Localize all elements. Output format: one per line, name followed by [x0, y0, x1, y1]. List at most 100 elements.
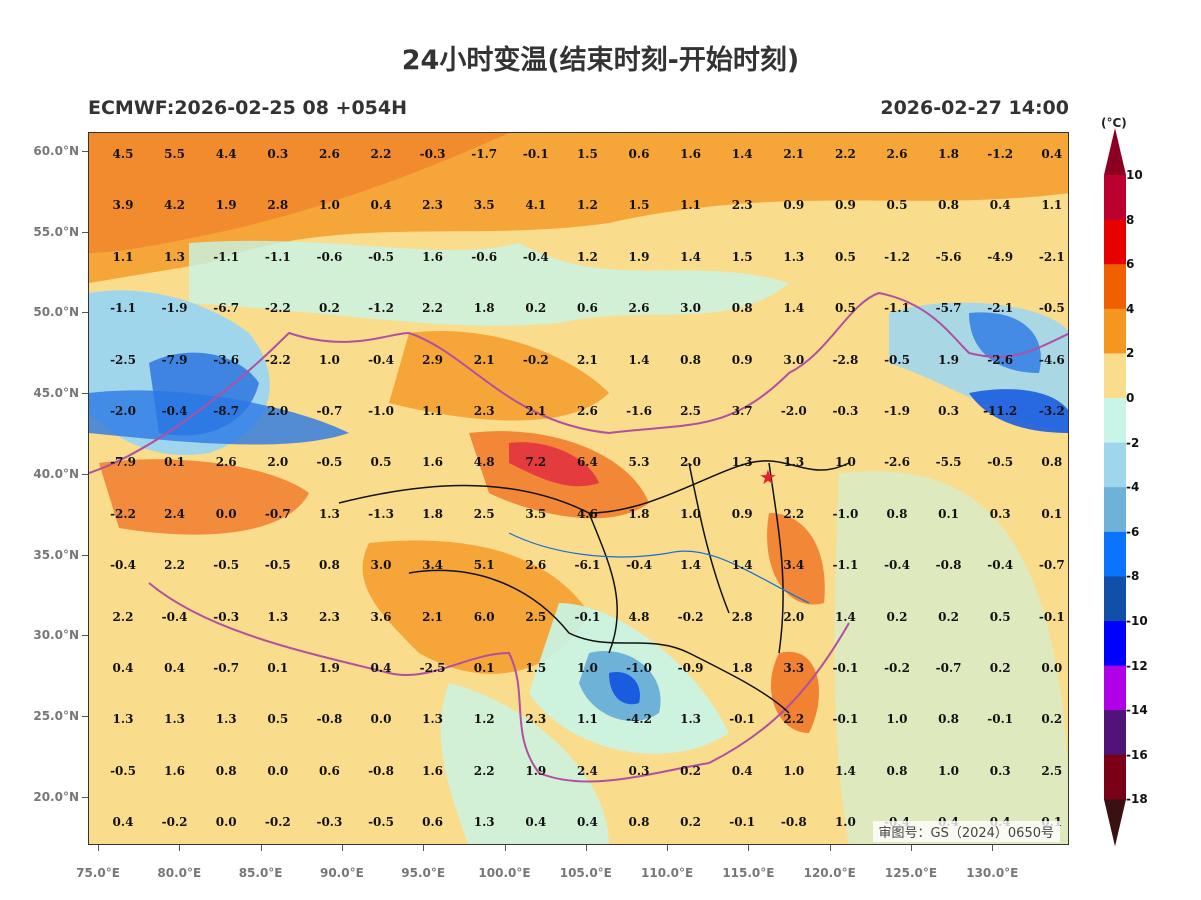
longitude-label: 110.0°E: [641, 866, 694, 880]
grid-value: 2.1: [422, 609, 444, 624]
grid-value: 3.5: [525, 506, 547, 521]
grid-value: -1.2: [368, 301, 394, 316]
grid-value: 1.4: [680, 249, 702, 264]
grid-value: -0.1: [729, 712, 756, 727]
grid-value: 1.3: [422, 712, 444, 727]
colorbar-level-label: 10: [1126, 168, 1143, 182]
grid-value: 2.5: [680, 404, 702, 418]
grid-value: 0.2: [938, 609, 960, 624]
grid-value: 1.9: [628, 249, 650, 264]
longitude-tick: [585, 845, 587, 851]
grid-value: 2.6: [576, 404, 598, 418]
grid-value: 2.1: [783, 147, 805, 161]
grid-value: 0.0: [1041, 661, 1063, 675]
grid-value: 0.3: [628, 763, 650, 778]
colorbar-level-label: -4: [1126, 480, 1140, 495]
grid-value: 2.3: [731, 198, 753, 213]
longitude-tick: [829, 845, 831, 851]
grid-value: -5.7: [935, 301, 962, 316]
grid-value: -2.1: [1038, 249, 1065, 264]
grid-value: 2.2: [783, 712, 805, 727]
colorbar-band: [1104, 308, 1126, 354]
grid-value: -0.6: [471, 249, 498, 264]
grid-value: 1.6: [680, 147, 702, 161]
grid-value: -1.1: [884, 301, 910, 316]
grid-value: 1.5: [628, 198, 650, 213]
grid-value: 4.4: [215, 147, 237, 161]
grid-value: 3.0: [370, 558, 392, 573]
latitude-tick: [82, 473, 88, 475]
grid-value: 0.3: [938, 404, 960, 418]
grid-value: 0.3: [989, 506, 1011, 521]
grid-value: 1.2: [473, 712, 495, 727]
grid-value: 0.0: [370, 712, 392, 727]
grid-value: -0.7: [213, 661, 240, 675]
longitude-label: 105.0°E: [559, 866, 612, 880]
colorbar-level-label: -8: [1126, 569, 1140, 584]
grid-value: 1.1: [576, 712, 598, 727]
grid-value: 0.8: [628, 815, 650, 830]
grid-value: -0.1: [574, 609, 601, 624]
grid-value: 2.3: [473, 404, 495, 418]
grid-value: -0.1: [832, 712, 859, 727]
longitude-label: 115.0°E: [722, 866, 775, 880]
grid-value: -0.5: [110, 763, 136, 778]
grid-value: 0.6: [576, 301, 598, 316]
colorbar-band: [1104, 665, 1126, 711]
grid-value: -1.1: [264, 249, 291, 264]
colorbar-level-label: -2: [1126, 435, 1140, 450]
grid-value: 1.9: [318, 661, 340, 675]
grid-value: -2.5: [419, 661, 446, 675]
grid-value: 1.8: [628, 506, 650, 521]
colorbar-band: [1104, 219, 1126, 265]
latitude-label: 60.0°N: [33, 144, 79, 158]
colorbar-level-label: 0: [1126, 391, 1135, 405]
grid-value: 4.2: [164, 198, 186, 213]
grid-value: -0.5: [368, 249, 394, 264]
grid-value: 1.4: [834, 609, 856, 624]
grid-value: 3.0: [680, 301, 702, 316]
grid-value: -5.5: [935, 455, 962, 470]
grid-value: -0.5: [264, 558, 291, 573]
grid-value: 0.8: [938, 198, 960, 213]
latitude-label: 40.0°N: [33, 466, 79, 481]
grid-value: -0.2: [522, 352, 549, 367]
longitude-label: 125.0°E: [884, 866, 938, 880]
temperature-field: [89, 133, 1068, 844]
grid-value: -0.7: [264, 506, 291, 521]
grid-value: -2.5: [110, 352, 136, 367]
grid-value: 0.4: [112, 661, 134, 675]
grid-value: 2.6: [525, 558, 547, 573]
longitude-tick: [341, 845, 343, 851]
map-approval-number: 审图号：GS（2024）0650号: [872, 821, 1060, 842]
longitude-label: 95.0°E: [401, 866, 446, 880]
grid-value: 4.8: [473, 455, 495, 470]
grid-value: 1.8: [938, 147, 960, 161]
colorbar-level-label: -18: [1126, 792, 1148, 807]
grid-value: -2.1: [987, 301, 1014, 316]
grid-value: 2.5: [525, 609, 547, 624]
grid-value: -2.0: [110, 404, 136, 418]
grid-value: -1.0: [626, 661, 652, 675]
grid-value: 3.4: [783, 558, 805, 573]
grid-value: 0.2: [680, 763, 702, 778]
grid-value: -0.8: [935, 558, 962, 573]
grid-value: 0.4: [370, 661, 392, 675]
grid-value: 0.0: [267, 763, 289, 778]
grid-value: 1.9: [938, 352, 960, 367]
grid-value: -1.6: [626, 404, 652, 418]
grid-value: -0.4: [161, 609, 188, 624]
map-area[interactable]: 4.5 5.5 4.4 0.3 2.6 2.2 -0.3 -1.7 -0.1 1.5 0.6 1.6 1…: [88, 132, 1069, 845]
colorbar-level-label: -14: [1126, 703, 1148, 718]
grid-value: 0.5: [834, 249, 856, 264]
grid-value: 1.4: [680, 558, 702, 573]
grid-value: 5.3: [628, 455, 650, 470]
longitude-label: 130.0°E: [966, 866, 1019, 880]
grid-value: -4.9: [987, 249, 1014, 264]
grid-value: -0.5: [316, 455, 343, 470]
grid-value: 1.8: [422, 506, 444, 521]
colorbar-band: [1104, 710, 1126, 756]
grid-value: 1.6: [422, 455, 444, 470]
grid-value: 2.2: [422, 301, 444, 316]
grid-value: -0.2: [161, 815, 188, 830]
